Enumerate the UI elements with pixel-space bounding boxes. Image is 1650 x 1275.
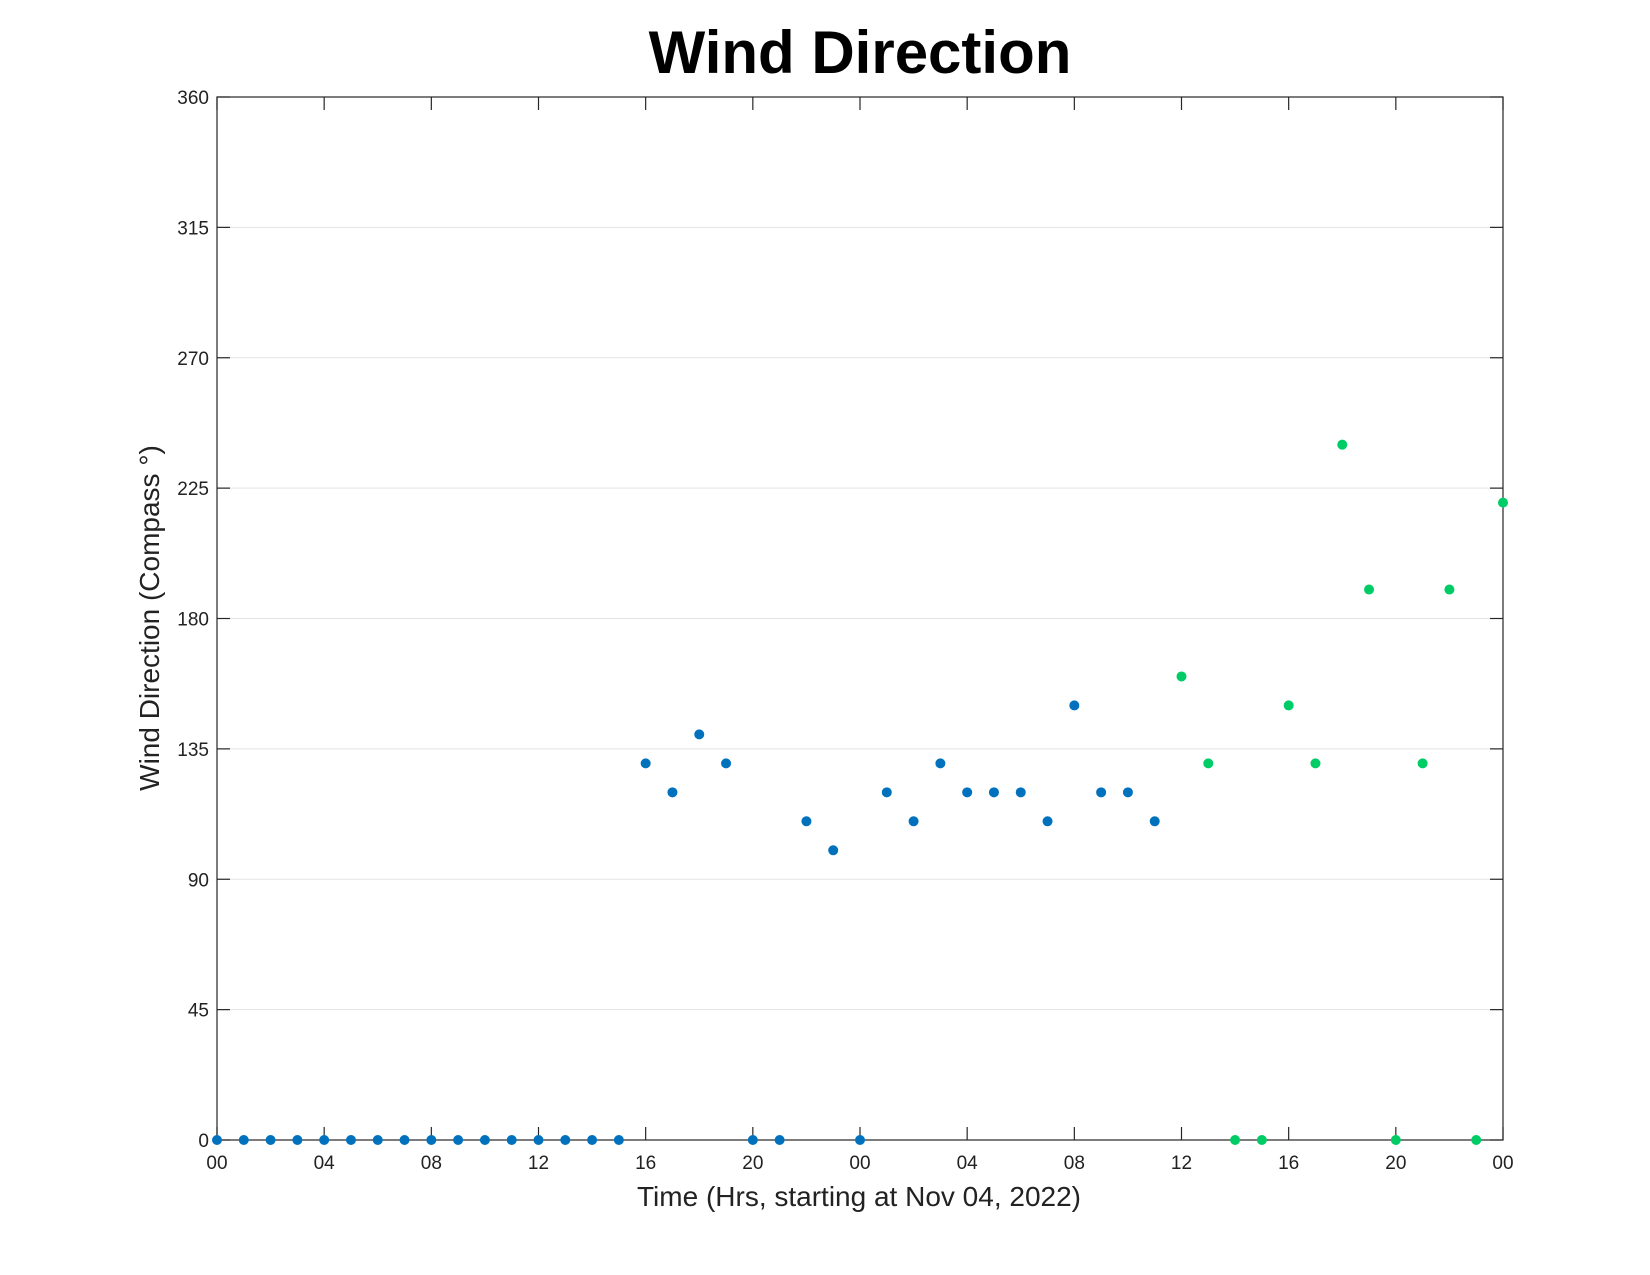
- data-point: [1256, 1135, 1267, 1145]
- x-tick-label: 00: [849, 1153, 870, 1174]
- data-point: [265, 1135, 276, 1145]
- x-tick-label: 16: [1278, 1153, 1299, 1174]
- data-point: [560, 1135, 571, 1145]
- data-point: [962, 787, 973, 798]
- data-point: [1122, 787, 1133, 798]
- data-point: [855, 1135, 865, 1145]
- y-tick-label: 270: [177, 349, 209, 370]
- x-tick-label: 20: [742, 1153, 763, 1174]
- y-tick-label: 180: [177, 610, 209, 631]
- y-tick-label: 45: [188, 1001, 209, 1022]
- y-tick-label: 225: [177, 479, 209, 500]
- data-point: [694, 729, 705, 740]
- data-point: [1337, 439, 1348, 450]
- data-point: [908, 816, 919, 827]
- data-point: [1498, 497, 1508, 508]
- data-point: [1096, 787, 1107, 798]
- y-tick-label: 90: [188, 870, 209, 891]
- data-point: [238, 1135, 249, 1145]
- data-point: [881, 787, 892, 798]
- data-point: [1203, 758, 1214, 769]
- data-point: [506, 1135, 517, 1145]
- data-point: [479, 1135, 490, 1145]
- data-point: [1310, 758, 1321, 769]
- y-tick-label: 360: [177, 88, 209, 109]
- x-tick-label: 00: [206, 1153, 227, 1174]
- x-tick-label: 20: [1385, 1153, 1406, 1174]
- y-tick-label: 315: [177, 218, 209, 239]
- data-point: [640, 758, 651, 769]
- data-point: [426, 1135, 437, 1145]
- gridlines: [217, 226, 1503, 1011]
- data-point: [399, 1135, 410, 1145]
- y-axis-label: Wind Direction (Compass °): [134, 445, 165, 791]
- x-tick-label: 16: [635, 1153, 656, 1174]
- data-point: [667, 787, 678, 798]
- data-point: [721, 758, 732, 769]
- data-point: [613, 1135, 624, 1145]
- data-point: [774, 1135, 785, 1145]
- data-point: [212, 1135, 222, 1145]
- data-point: [1390, 1135, 1401, 1145]
- data-point: [1015, 787, 1026, 798]
- x-tick-label: 12: [1171, 1153, 1192, 1174]
- x-tick-label: 04: [957, 1153, 979, 1174]
- data-point: [345, 1135, 356, 1145]
- data-point: [533, 1135, 544, 1145]
- data-point: [1149, 816, 1160, 827]
- data-point: [747, 1135, 758, 1145]
- y-tick-label: 135: [177, 740, 209, 761]
- x-tick-label: 12: [528, 1153, 549, 1174]
- x-axis-label: Time (Hrs, starting at Nov 04, 2022): [637, 1181, 1081, 1212]
- data-point: [935, 758, 946, 769]
- data-point: [1042, 816, 1053, 827]
- data-point: [828, 845, 839, 856]
- data-point: [801, 816, 812, 827]
- data-point: [1364, 584, 1375, 595]
- data-point: [1069, 700, 1080, 711]
- data-point: [319, 1135, 330, 1145]
- data-point: [1471, 1135, 1482, 1145]
- data-point: [453, 1135, 464, 1145]
- data-points: [212, 439, 1508, 1145]
- data-point: [587, 1135, 598, 1145]
- data-point: [292, 1135, 303, 1145]
- x-tick-label: 08: [1064, 1153, 1085, 1174]
- data-point: [1230, 1135, 1241, 1145]
- x-axis: 00 04 08 12 16 20 00 04 08 12 16 20 00: [206, 97, 1514, 1174]
- y-axis: 0 45 90 135 180 225 270 315 360: [177, 88, 1503, 1152]
- x-tick-label: 00: [1492, 1153, 1513, 1174]
- data-point: [988, 787, 999, 798]
- data-point: [1283, 700, 1294, 711]
- x-tick-label: 04: [314, 1153, 336, 1174]
- y-tick-label: 0: [198, 1131, 209, 1152]
- x-tick-label: 08: [421, 1153, 442, 1174]
- data-point: [372, 1135, 383, 1145]
- data-point: [1444, 584, 1455, 595]
- data-point: [1176, 671, 1187, 682]
- chart-title: Wind Direction: [649, 19, 1072, 86]
- data-point: [1417, 758, 1428, 769]
